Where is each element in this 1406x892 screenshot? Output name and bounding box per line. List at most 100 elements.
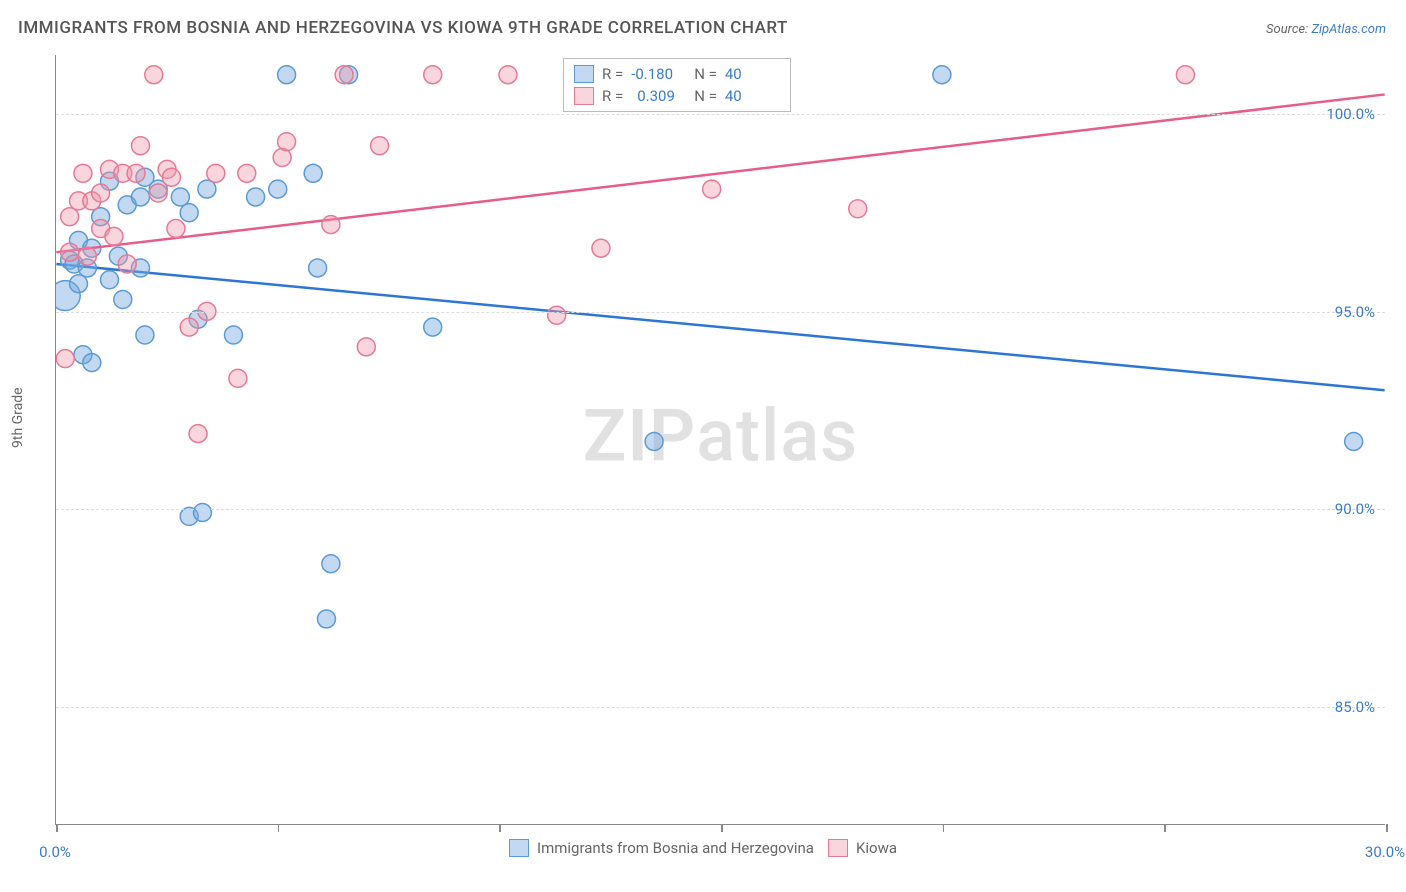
trend-line-0 [56,264,1384,390]
legend-label: Kiowa [856,839,897,857]
data-point [118,255,136,273]
data-point [849,200,867,218]
legend-swatch [828,839,848,857]
chart-title: IMMIGRANTS FROM BOSNIA AND HERZEGOVINA V… [18,18,788,38]
x-tick [499,824,501,832]
data-point [229,369,247,387]
data-point [136,168,154,186]
n-label: N = [694,87,717,105]
data-point [83,192,101,210]
data-point [1345,432,1363,450]
x-tick-label: 0.0% [39,843,71,861]
data-point [162,168,180,186]
data-point [158,160,176,178]
data-point [592,239,610,257]
data-point [92,220,110,238]
data-point [149,180,167,198]
x-tick [278,824,280,832]
legend-item: Immigrants from Bosnia and Herzegovina [509,839,814,857]
swatch-series-2 [574,87,594,105]
data-point [78,247,96,265]
trend-line-1 [56,94,1384,252]
data-point [499,66,517,84]
gridline [56,114,1385,115]
legend-item: Kiowa [828,839,897,857]
n-value-1: 40 [725,65,780,83]
data-point [92,184,110,202]
chart-canvas [56,55,1385,824]
data-point [131,188,149,206]
data-point [101,160,119,178]
data-point [224,326,242,344]
legend-row-series-2: R = 0.309 N = 40 [574,85,780,107]
data-point [273,149,291,167]
data-point [92,208,110,226]
watermark: ZIPatlas [583,393,858,478]
y-tick-label: 85.0% [1335,698,1375,716]
data-point [114,164,132,182]
x-tick [943,824,945,832]
data-point [101,271,119,289]
data-point [101,172,119,190]
data-point [127,164,145,182]
source-attribution: Source: ZipAtlas.com [1266,22,1386,37]
chart-plot-area: ZIPatlas 85.0% 90.0% 95.0% 100.0% [55,55,1385,825]
data-point [309,259,327,277]
legend-row-series-1: R = -0.180 N = 40 [574,63,780,85]
data-point [703,180,721,198]
x-tick [1164,824,1166,832]
data-point [131,259,149,277]
data-point [83,239,101,257]
data-point [189,425,207,443]
data-point [371,137,389,155]
data-point [78,259,96,277]
r-value-1: -0.180 [631,65,686,83]
data-point [171,188,189,206]
data-point [136,326,154,344]
data-point [83,354,101,372]
data-point [548,306,566,324]
data-point [149,184,167,202]
x-tick [721,824,723,832]
data-point [167,220,185,238]
data-point [118,196,136,214]
data-point [1176,66,1194,84]
data-point [105,227,123,245]
data-point [74,346,92,364]
y-tick-label: 90.0% [1335,500,1375,518]
data-point [180,204,198,222]
data-point [304,164,322,182]
data-point [189,310,207,328]
r-label: R = [602,87,623,105]
n-label: N = [694,65,717,83]
data-point [145,66,163,84]
data-point [317,610,335,628]
gridline [56,312,1385,313]
correlation-legend: R = -0.180 N = 40 R = 0.309 N = 40 [563,58,791,112]
data-point [56,350,74,368]
data-point [65,255,83,273]
data-point [74,164,92,182]
data-point [424,318,442,336]
data-point [109,247,127,265]
n-value-2: 40 [725,87,780,105]
data-point [180,318,198,336]
data-point [61,251,79,269]
data-point [933,66,951,84]
data-point [335,66,353,84]
data-point [269,180,287,198]
data-point [61,243,79,261]
y-tick-label: 95.0% [1335,303,1375,321]
r-label: R = [602,65,623,83]
data-point [70,192,88,210]
swatch-series-1 [574,65,594,83]
data-point [278,133,296,151]
y-tick-label: 100.0% [1326,105,1375,123]
x-tick-label: 30.0% [1365,843,1405,861]
source-label: Source: [1266,22,1308,37]
r-value-2: 0.309 [631,87,686,105]
x-tick [1386,824,1388,832]
data-point [322,555,340,573]
source-link[interactable]: ZipAtlas.com [1311,22,1386,37]
series-legend: Immigrants from Bosnia and Herzegovina Ki… [509,839,897,857]
